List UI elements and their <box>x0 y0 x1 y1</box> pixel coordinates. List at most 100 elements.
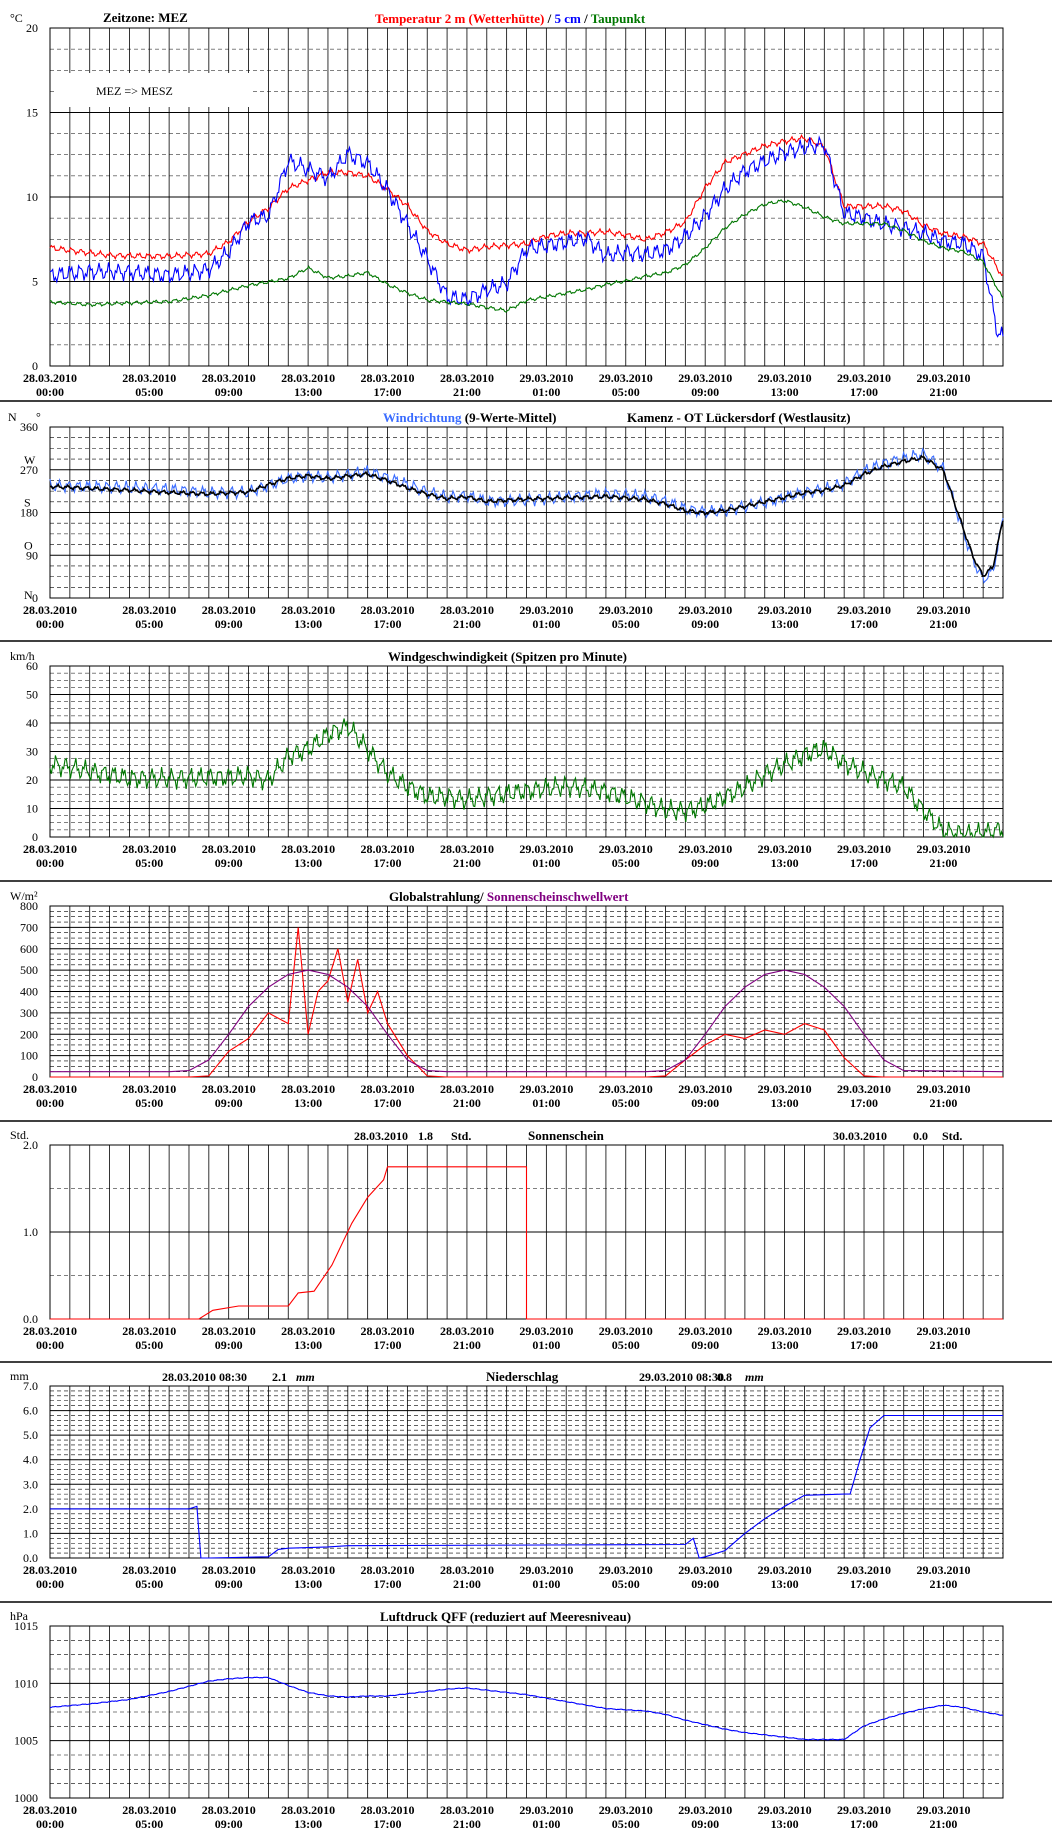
x-tick-time: 01:00 <box>532 1096 560 1110</box>
x-tick-date: 29.03.2010 <box>758 1563 812 1577</box>
total-value: 0.0 <box>913 1129 928 1143</box>
x-tick-date: 28.03.2010 <box>281 1324 335 1338</box>
x-tick-date: 28.03.2010 <box>281 1563 335 1577</box>
chart-title-part: Windgeschwindigkeit (Spitzen pro Minute) <box>388 649 627 664</box>
unit-label: mm <box>10 1369 29 1383</box>
x-tick-time: 17:00 <box>374 385 402 399</box>
y-tick-label: 1.0 <box>23 1225 38 1239</box>
chart-title: Luftdruck QFF (reduziert auf Meeresnivea… <box>380 1609 631 1624</box>
y-tick-label: 10 <box>26 190 38 204</box>
x-tick-date: 29.03.2010 <box>678 1082 732 1096</box>
x-tick-date: 28.03.2010 <box>440 1082 494 1096</box>
x-tick-date: 28.03.2010 <box>202 1324 256 1338</box>
x-tick-time: 00:00 <box>36 385 64 399</box>
x-tick-time: 17:00 <box>374 856 402 870</box>
x-tick-date: 29.03.2010 <box>678 1563 732 1577</box>
compass-label: S <box>24 496 31 510</box>
series-line <box>49 199 1004 313</box>
x-tick-time: 05:00 <box>612 1338 640 1352</box>
x-tick-date: 28.03.2010 <box>440 371 494 385</box>
x-tick-date: 29.03.2010 <box>519 842 573 856</box>
x-tick-time: 09:00 <box>691 1817 719 1831</box>
y-tick-label: 30 <box>26 745 38 759</box>
x-tick-date: 28.03.2010 <box>122 842 176 856</box>
x-tick-date: 28.03.2010 <box>23 1082 77 1096</box>
x-tick-time: 21:00 <box>929 856 957 870</box>
y-tick-label: 4.0 <box>23 1453 38 1467</box>
series-line <box>50 1166 1003 1320</box>
x-tick-time: 17:00 <box>850 1577 878 1591</box>
x-tick-date: 29.03.2010 <box>916 1082 970 1096</box>
x-tick-time: 13:00 <box>771 856 799 870</box>
x-tick-date: 29.03.2010 <box>837 842 891 856</box>
total-unit: Std. <box>451 1129 471 1143</box>
y-tick-label: 270 <box>20 463 38 477</box>
x-tick-time: 09:00 <box>215 1577 243 1591</box>
x-tick-time: 05:00 <box>612 1096 640 1110</box>
x-tick-date: 28.03.2010 <box>23 371 77 385</box>
x-tick-date: 28.03.2010 <box>440 1563 494 1577</box>
x-tick-date: 28.03.2010 <box>23 842 77 856</box>
y-tick-label: 0.0 <box>23 1551 38 1565</box>
x-tick-time: 09:00 <box>215 1338 243 1352</box>
x-tick-date: 28.03.2010 <box>361 1563 415 1577</box>
y-tick-label: 0 <box>32 1070 38 1084</box>
unit-label: hPa <box>10 1609 29 1623</box>
x-tick-time: 09:00 <box>215 1096 243 1110</box>
x-tick-time: 21:00 <box>929 1338 957 1352</box>
chart-title: Windgeschwindigkeit (Spitzen pro Minute) <box>388 649 627 664</box>
x-tick-date: 28.03.2010 <box>202 603 256 617</box>
x-tick-date: 28.03.2010 <box>202 1803 256 1817</box>
total-unit: Std. <box>942 1129 962 1143</box>
x-tick-time: 01:00 <box>532 856 560 870</box>
x-tick-time: 21:00 <box>453 856 481 870</box>
x-tick-time: 21:00 <box>929 1817 957 1831</box>
note-box <box>54 73 252 107</box>
total-value: 1.8 <box>418 1129 433 1143</box>
x-tick-date: 29.03.2010 <box>916 1324 970 1338</box>
x-tick-time: 09:00 <box>691 1577 719 1591</box>
x-tick-date: 28.03.2010 <box>281 1803 335 1817</box>
chart-title-part: Niederschlag <box>486 1369 559 1384</box>
x-tick-time: 09:00 <box>691 385 719 399</box>
x-tick-time: 21:00 <box>929 385 957 399</box>
y-tick-label: 0 <box>32 830 38 844</box>
series-line <box>50 1414 1003 1559</box>
y-tick-label: 0 <box>32 591 38 605</box>
chart-title-part: 5 cm <box>554 11 581 26</box>
x-tick-date: 29.03.2010 <box>678 1803 732 1817</box>
x-tick-time: 13:00 <box>771 617 799 631</box>
x-tick-time: 05:00 <box>135 1577 163 1591</box>
x-tick-time: 21:00 <box>453 1817 481 1831</box>
x-tick-date: 28.03.2010 <box>202 371 256 385</box>
x-tick-date: 29.03.2010 <box>519 371 573 385</box>
x-tick-date: 29.03.2010 <box>758 842 812 856</box>
x-tick-date: 28.03.2010 <box>23 1563 77 1577</box>
x-tick-time: 05:00 <box>135 856 163 870</box>
total-date: 30.03.2010 <box>833 1129 887 1143</box>
x-tick-time: 13:00 <box>771 1096 799 1110</box>
x-tick-date: 28.03.2010 <box>122 371 176 385</box>
y-tick-label: 5 <box>32 275 38 289</box>
series-line <box>49 454 1004 578</box>
total-value: 2.1 <box>272 1370 287 1384</box>
x-tick-time: 09:00 <box>215 1817 243 1831</box>
x-tick-time: 17:00 <box>850 1817 878 1831</box>
unit-label: W/m² <box>10 889 38 903</box>
x-tick-date: 29.03.2010 <box>837 1324 891 1338</box>
x-tick-time: 05:00 <box>612 385 640 399</box>
x-tick-time: 01:00 <box>532 385 560 399</box>
total-value: 0.8 <box>717 1370 732 1384</box>
x-tick-time: 01:00 <box>532 617 560 631</box>
chart-title: Sonnenschein <box>528 1128 605 1143</box>
chart-title-part: Temperatur 2 m (Wetterhütte) <box>375 11 544 26</box>
x-tick-date: 28.03.2010 <box>281 603 335 617</box>
x-tick-time: 21:00 <box>453 1338 481 1352</box>
x-tick-date: 29.03.2010 <box>837 1563 891 1577</box>
x-tick-time: 05:00 <box>612 856 640 870</box>
y-tick-label: 1005 <box>14 1734 38 1748</box>
y-tick-label: 180 <box>20 506 38 520</box>
x-tick-date: 29.03.2010 <box>599 1563 653 1577</box>
x-tick-date: 29.03.2010 <box>837 371 891 385</box>
x-tick-date: 28.03.2010 <box>23 1324 77 1338</box>
